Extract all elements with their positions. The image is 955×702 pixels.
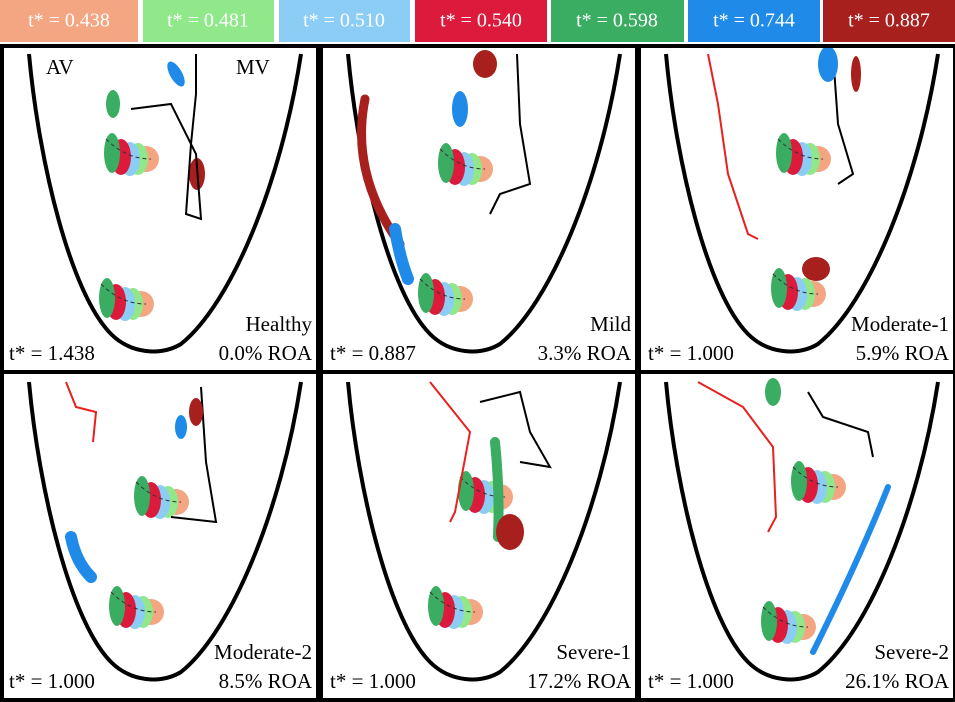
legend-item: t* = 0.540	[415, 0, 547, 42]
panel-tstar: t* = 1.438	[9, 341, 95, 365]
panel-name: Healthy	[246, 312, 313, 336]
panel-roa: 26.1% ROA	[845, 669, 950, 693]
panel-name: Severe-1	[556, 640, 631, 664]
panel-tstar: t* = 1.000	[648, 341, 734, 365]
legend-item: t* = 0.744	[688, 0, 820, 42]
legend-label: t* = 0.540	[440, 10, 522, 32]
legend-item: t* = 0.510	[279, 0, 410, 42]
legend-label: t* = 0.887	[848, 10, 930, 32]
panel: Severe-2 t* = 1.000 26.1% ROA	[639, 372, 955, 700]
valve-label: MV	[236, 55, 270, 79]
legend-item: t* = 0.438	[0, 0, 138, 42]
legend-label: t* = 0.510	[303, 10, 385, 32]
panel-tstar: t* = 1.000	[9, 669, 95, 693]
panel: Mild t* = 0.887 3.3% ROA	[321, 46, 637, 372]
legend-item: t* = 0.481	[143, 0, 274, 42]
panel-tstar: t* = 1.000	[330, 669, 416, 693]
panel-name: Mild	[590, 312, 631, 336]
panel-roa: 8.5% ROA	[219, 669, 313, 693]
panel-name: Severe-2	[874, 640, 949, 664]
panel-name: Moderate-1	[851, 312, 949, 336]
legend-label: t* = 0.598	[576, 10, 658, 32]
panel: Severe-1 t* = 1.000 17.2% ROA	[321, 372, 637, 700]
panel-roa: 5.9% ROA	[856, 341, 950, 365]
legend-label: t* = 0.744	[713, 10, 795, 32]
legend-item: t* = 0.887	[823, 0, 955, 42]
panel-roa: 0.0% ROA	[219, 341, 313, 365]
valve-label: AV	[46, 55, 74, 79]
legend-item: t* = 0.598	[551, 0, 684, 42]
panel: AV MV Healthy t* = 1.438 0.0% ROA	[2, 46, 318, 372]
figure: t* = 0.438 t* = 0.481 t* = 0.510 t* = 0.…	[0, 0, 955, 702]
legend-label: t* = 0.481	[167, 10, 249, 32]
panel-tstar: t* = 0.887	[330, 341, 416, 365]
panel: Moderate-2 t* = 1.000 8.5% ROA	[2, 372, 318, 700]
panel-roa: 3.3% ROA	[538, 341, 632, 365]
panel-tstar: t* = 1.000	[648, 669, 734, 693]
legend-label: t* = 0.438	[28, 10, 110, 32]
legend: t* = 0.438 t* = 0.481 t* = 0.510 t* = 0.…	[0, 0, 955, 42]
panel-roa: 17.2% ROA	[527, 669, 632, 693]
panel-name: Moderate-2	[214, 640, 312, 664]
panel: Moderate-1 t* = 1.000 5.9% ROA	[639, 46, 955, 372]
